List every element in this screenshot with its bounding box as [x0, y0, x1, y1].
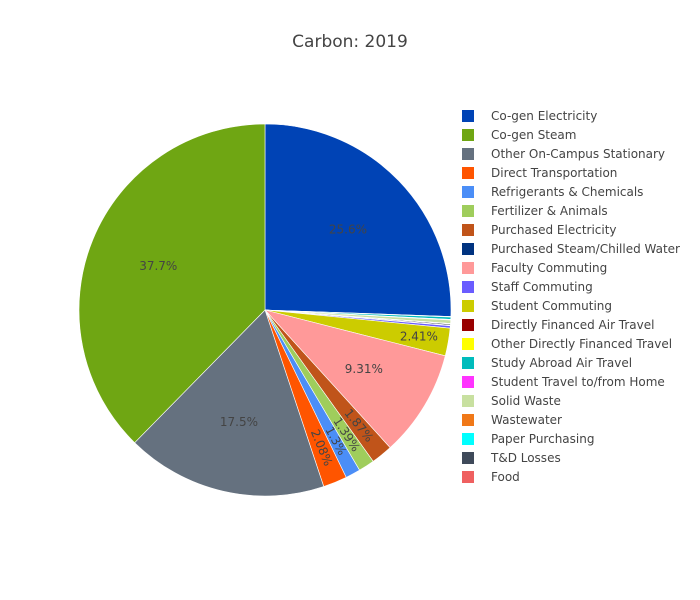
legend-swatch [462, 261, 474, 274]
legend-label: Co-gen Electricity [491, 108, 598, 123]
legend-label: Other On-Campus Stationary [491, 146, 666, 161]
legend-item-co-gen-steam[interactable]: Co-gen Steam [462, 125, 680, 144]
legend-swatch [462, 356, 474, 369]
legend-label: Directly Financed Air Travel [491, 317, 655, 332]
legend-swatch [462, 432, 474, 445]
legend-item-study-abroad-air-travel[interactable]: Study Abroad Air Travel [462, 353, 680, 372]
legend-swatch [462, 242, 474, 255]
legend-label: Direct Transportation [491, 165, 618, 180]
legend-item-other-directly-financed-travel[interactable]: Other Directly Financed Travel [462, 334, 680, 353]
legend-label: Food [491, 469, 520, 484]
slice-label-co-gen-electricity: 25.6% [329, 222, 367, 236]
slice-label-other-on-campus-stationary: 17.5% [220, 415, 258, 429]
legend-swatch [462, 280, 474, 293]
legend-label: Faculty Commuting [491, 260, 608, 275]
legend-label: Refrigerants & Chemicals [491, 184, 644, 199]
legend-item-faculty-commuting[interactable]: Faculty Commuting [462, 258, 680, 277]
legend-item-co-gen-electricity[interactable]: Co-gen Electricity [462, 106, 680, 125]
pie-slice-co-gen-steam[interactable] [78, 123, 266, 444]
legend-label: T&D Losses [491, 450, 561, 465]
legend-label: Paper Purchasing [491, 431, 595, 446]
chart-title: Carbon: 2019 [292, 32, 408, 52]
legend-swatch [462, 204, 474, 217]
legend-label: Student Commuting [491, 298, 613, 313]
legend-label: Wastewater [491, 412, 562, 427]
legend-label: Purchased Electricity [491, 222, 617, 237]
slice-label-faculty-commuting: 9.31% [345, 362, 383, 376]
legend-item-student-commuting[interactable]: Student Commuting [462, 296, 680, 315]
legend-item-solid-waste[interactable]: Solid Waste [462, 391, 680, 410]
legend-swatch [462, 185, 474, 198]
legend-label: Other Directly Financed Travel [491, 336, 673, 351]
legend-swatch [462, 394, 474, 407]
legend-swatch [462, 375, 474, 388]
legend-item-other-on-campus-stationary[interactable]: Other On-Campus Stationary [462, 144, 680, 163]
legend-label: Purchased Steam/Chilled Water [491, 241, 680, 256]
legend-item-wastewater[interactable]: Wastewater [462, 410, 680, 429]
slice-label-student-commuting: 2.41% [400, 329, 438, 343]
legend-item-purchased-steam-chilled-water[interactable]: Purchased Steam/Chilled Water [462, 239, 680, 258]
legend-swatch [462, 166, 474, 179]
legend-item-directly-financed-air-travel[interactable]: Directly Financed Air Travel [462, 315, 680, 334]
legend-item-staff-commuting[interactable]: Staff Commuting [462, 277, 680, 296]
legend-swatch [462, 470, 474, 483]
legend-swatch [462, 147, 474, 160]
legend-label: Study Abroad Air Travel [491, 355, 633, 370]
pie-slice-co-gen-electricity[interactable] [264, 123, 452, 317]
pie-labels: 25.6%2.41%9.31%1.87%1.39%1.3%2.08%17.5%3… [139, 222, 438, 468]
legend-label: Solid Waste [491, 393, 561, 408]
legend-swatch [462, 318, 474, 331]
legend-label: Staff Commuting [491, 279, 593, 294]
legend-item-food[interactable]: Food [462, 467, 680, 486]
legend-item-refrigerants-chemicals[interactable]: Refrigerants & Chemicals [462, 182, 680, 201]
legend-label: Student Travel to/from Home [491, 374, 665, 389]
legend-swatch [462, 109, 474, 122]
pie-slice-other-on-campus-stationary[interactable] [134, 309, 325, 497]
legend-swatch [462, 299, 474, 312]
legend-label: Fertilizer & Animals [491, 203, 608, 218]
legend-item-t-d-losses[interactable]: T&D Losses [462, 448, 680, 467]
legend-swatch [462, 223, 474, 236]
pie-slices [78, 123, 452, 497]
legend-item-student-travel-to-from-home[interactable]: Student Travel to/from Home [462, 372, 680, 391]
legend-item-paper-purchasing[interactable]: Paper Purchasing [462, 429, 680, 448]
legend-label: Co-gen Steam [491, 127, 577, 142]
legend-item-direct-transportation[interactable]: Direct Transportation [462, 163, 680, 182]
legend-swatch [462, 413, 474, 426]
pie-slice-faculty-commuting[interactable] [264, 309, 446, 449]
legend-item-purchased-electricity[interactable]: Purchased Electricity [462, 220, 680, 239]
legend-item-fertilizer-animals[interactable]: Fertilizer & Animals [462, 201, 680, 220]
legend: Co-gen Electricity Co-gen Steam Other On-C… [462, 106, 680, 486]
legend-swatch [462, 337, 474, 350]
slice-label-co-gen-steam: 37.7% [139, 259, 177, 273]
legend-swatch [462, 128, 474, 141]
legend-swatch [462, 451, 474, 464]
